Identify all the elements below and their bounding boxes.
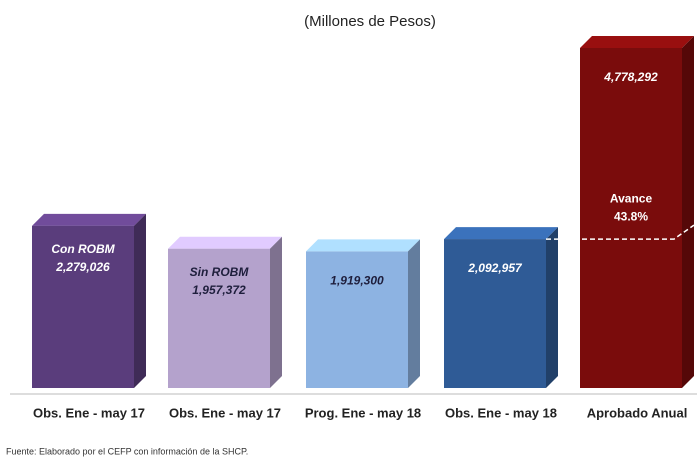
bar (444, 239, 546, 388)
bar (168, 248, 270, 388)
x-tick-label: Aprobado Anual (587, 405, 688, 420)
bar (580, 48, 682, 388)
bar-top (444, 227, 558, 240)
annotation-label: 43.8% (614, 209, 648, 223)
bar (32, 225, 134, 388)
value-label: 1,919,300 (330, 274, 384, 288)
value-label: 2,092,957 (467, 261, 523, 275)
value-label: 2,279,026 (55, 260, 110, 274)
chart-subtitle: (Millones de Pesos) (304, 13, 436, 30)
bar-inner-label: Sin ROBM (190, 265, 250, 279)
bar-side (270, 236, 282, 388)
x-tick-label: Obs. Ene - may 18 (445, 405, 557, 420)
value-label: 4,778,292 (603, 70, 658, 84)
x-tick-label: Prog. Ene - may 18 (305, 405, 421, 420)
bar-inner-label: Con ROBM (51, 242, 115, 256)
bar-top (168, 236, 282, 249)
x-tick-label: Obs. Ene - may 17 (33, 405, 145, 420)
bar-top (306, 239, 420, 252)
bar-side (546, 227, 558, 388)
bar-side (408, 239, 420, 388)
annotation-title: Avance (610, 191, 653, 205)
value-label: 1,957,372 (192, 283, 246, 297)
x-tick-label: Obs. Ene - may 17 (169, 405, 281, 420)
source-note: Fuente: Elaborado por el CEFP con inform… (6, 446, 248, 456)
avance-line (558, 224, 695, 240)
bar-top (580, 36, 694, 48)
bar-top (32, 213, 146, 226)
bar-side (682, 36, 694, 388)
bar-side (134, 213, 146, 388)
bar (306, 251, 408, 388)
